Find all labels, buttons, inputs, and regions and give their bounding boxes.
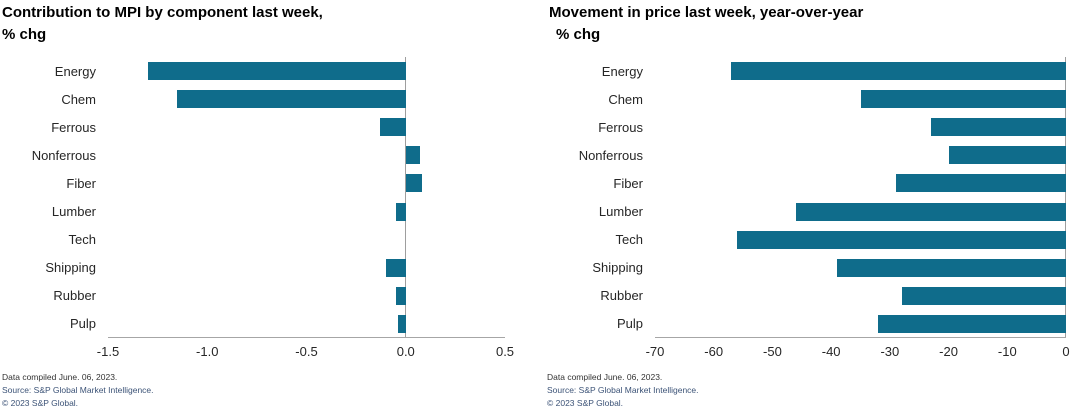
bar-chem [860,90,1066,109]
bar-rubber [395,286,406,305]
category-label: Ferrous [51,119,96,135]
category-label: Fiber [613,175,643,191]
bar-shipping [837,258,1066,277]
chart-title-line1: Movement in price last week, year-over-y… [549,4,864,21]
bar-lumber [795,202,1066,221]
bar-energy [731,62,1066,81]
plot-area [108,57,505,338]
x-tick-label: -20 [939,344,958,359]
category-label: Lumber [51,204,96,220]
bar-energy [147,62,406,81]
chart-title: Movement in price last week, year-over-y… [549,2,863,46]
chart-title-line2: % chg [556,26,601,43]
plot-area [655,57,1066,338]
bar-ferrous [930,118,1066,137]
bar-tech [737,230,1066,249]
x-axis-ticks: -1.5 -1.0 -0.5 0.0 0.5 [97,344,514,360]
category-label: Pulp [69,316,96,332]
bar-shipping [385,258,406,277]
zero-baseline [1065,57,1066,338]
source-note: Data compiled June. 06, 2023. Source: S&… [2,371,154,410]
bar-nonferrous [948,146,1066,165]
category-axis: Energy Chem Ferrous Nonferrous Fiber Lumber Te… [0,57,108,338]
category-label: Fiber [66,175,96,191]
category-label: Shipping [45,260,96,276]
x-tick-label: -70 [645,344,665,359]
bar-rubber [901,286,1066,305]
x-tick-label: -1.0 [196,344,219,359]
chart-price-movement: Movement in price last week, year-over-y… [540,0,1078,412]
bar-chem [177,90,406,109]
category-label: Chem [608,91,643,107]
bar-nonferrous [405,146,420,165]
x-tick-label: -30 [880,344,900,359]
category-label: Nonferrous [578,147,643,163]
bar-ferrous [379,118,406,137]
x-tick-label: -40 [821,344,841,359]
chart-title-line1: Contribution to MPI by component last we… [2,4,323,21]
x-tick-label: -1.5 [96,344,120,359]
category-label: Energy [601,63,643,79]
x-axis-line [108,337,505,338]
x-tick-label: -60 [704,344,724,359]
data-compiled-note: Data compiled June. 06, 2023. [2,372,118,382]
bar-fiber [895,174,1066,193]
copyright-line: © 2023 S&P Global. [2,398,79,408]
x-axis-ticks: -70 -60 -50 -40 -30 -20 -10 0 [646,344,1070,360]
chart-title-line2: % chg [2,26,47,43]
source-line: Source: S&P Global Market Intelligence. [2,385,154,395]
x-tick-label: 0.0 [396,344,415,359]
category-label: Lumber [598,204,643,220]
zero-baseline [404,57,406,338]
category-label: Ferrous [598,119,643,135]
category-label: Chem [61,91,96,107]
copyright-line: © 2023 S&P Global. [547,398,624,408]
data-compiled-note: Data compiled June. 06, 2023. [547,372,663,382]
bar-pulp [397,314,406,333]
bar-pulp [878,314,1066,333]
chart-title: Contribution to MPI by component last we… [2,2,323,46]
x-tick-label: -10 [997,344,1017,359]
x-axis-line [655,337,1066,338]
source-note: Data compiled June. 06, 2023. Source: S&… [547,371,699,410]
bar-lumber [395,202,406,221]
bar-fiber [405,174,422,193]
x-tick-label: -50 [763,344,782,359]
category-label: Energy [54,63,96,79]
chart-contribution-mpi: Contribution to MPI by component last we… [0,2,514,410]
x-tick-label: 0 [1062,344,1070,359]
category-label: Pulp [616,316,643,332]
category-label: Tech [68,232,96,248]
category-label: Tech [615,232,643,248]
category-label: Rubber [53,288,96,304]
source-line: Source: S&P Global Market Intelligence. [547,385,699,395]
x-tick-label: 0.5 [495,344,515,359]
category-axis: Energy Chem Ferrous Nonferrous Fiber Lumber Te… [540,57,655,338]
category-label: Rubber [600,288,643,304]
x-tick-label: -0.5 [295,344,318,359]
category-label: Nonferrous [31,147,96,163]
category-label: Shipping [592,260,643,276]
